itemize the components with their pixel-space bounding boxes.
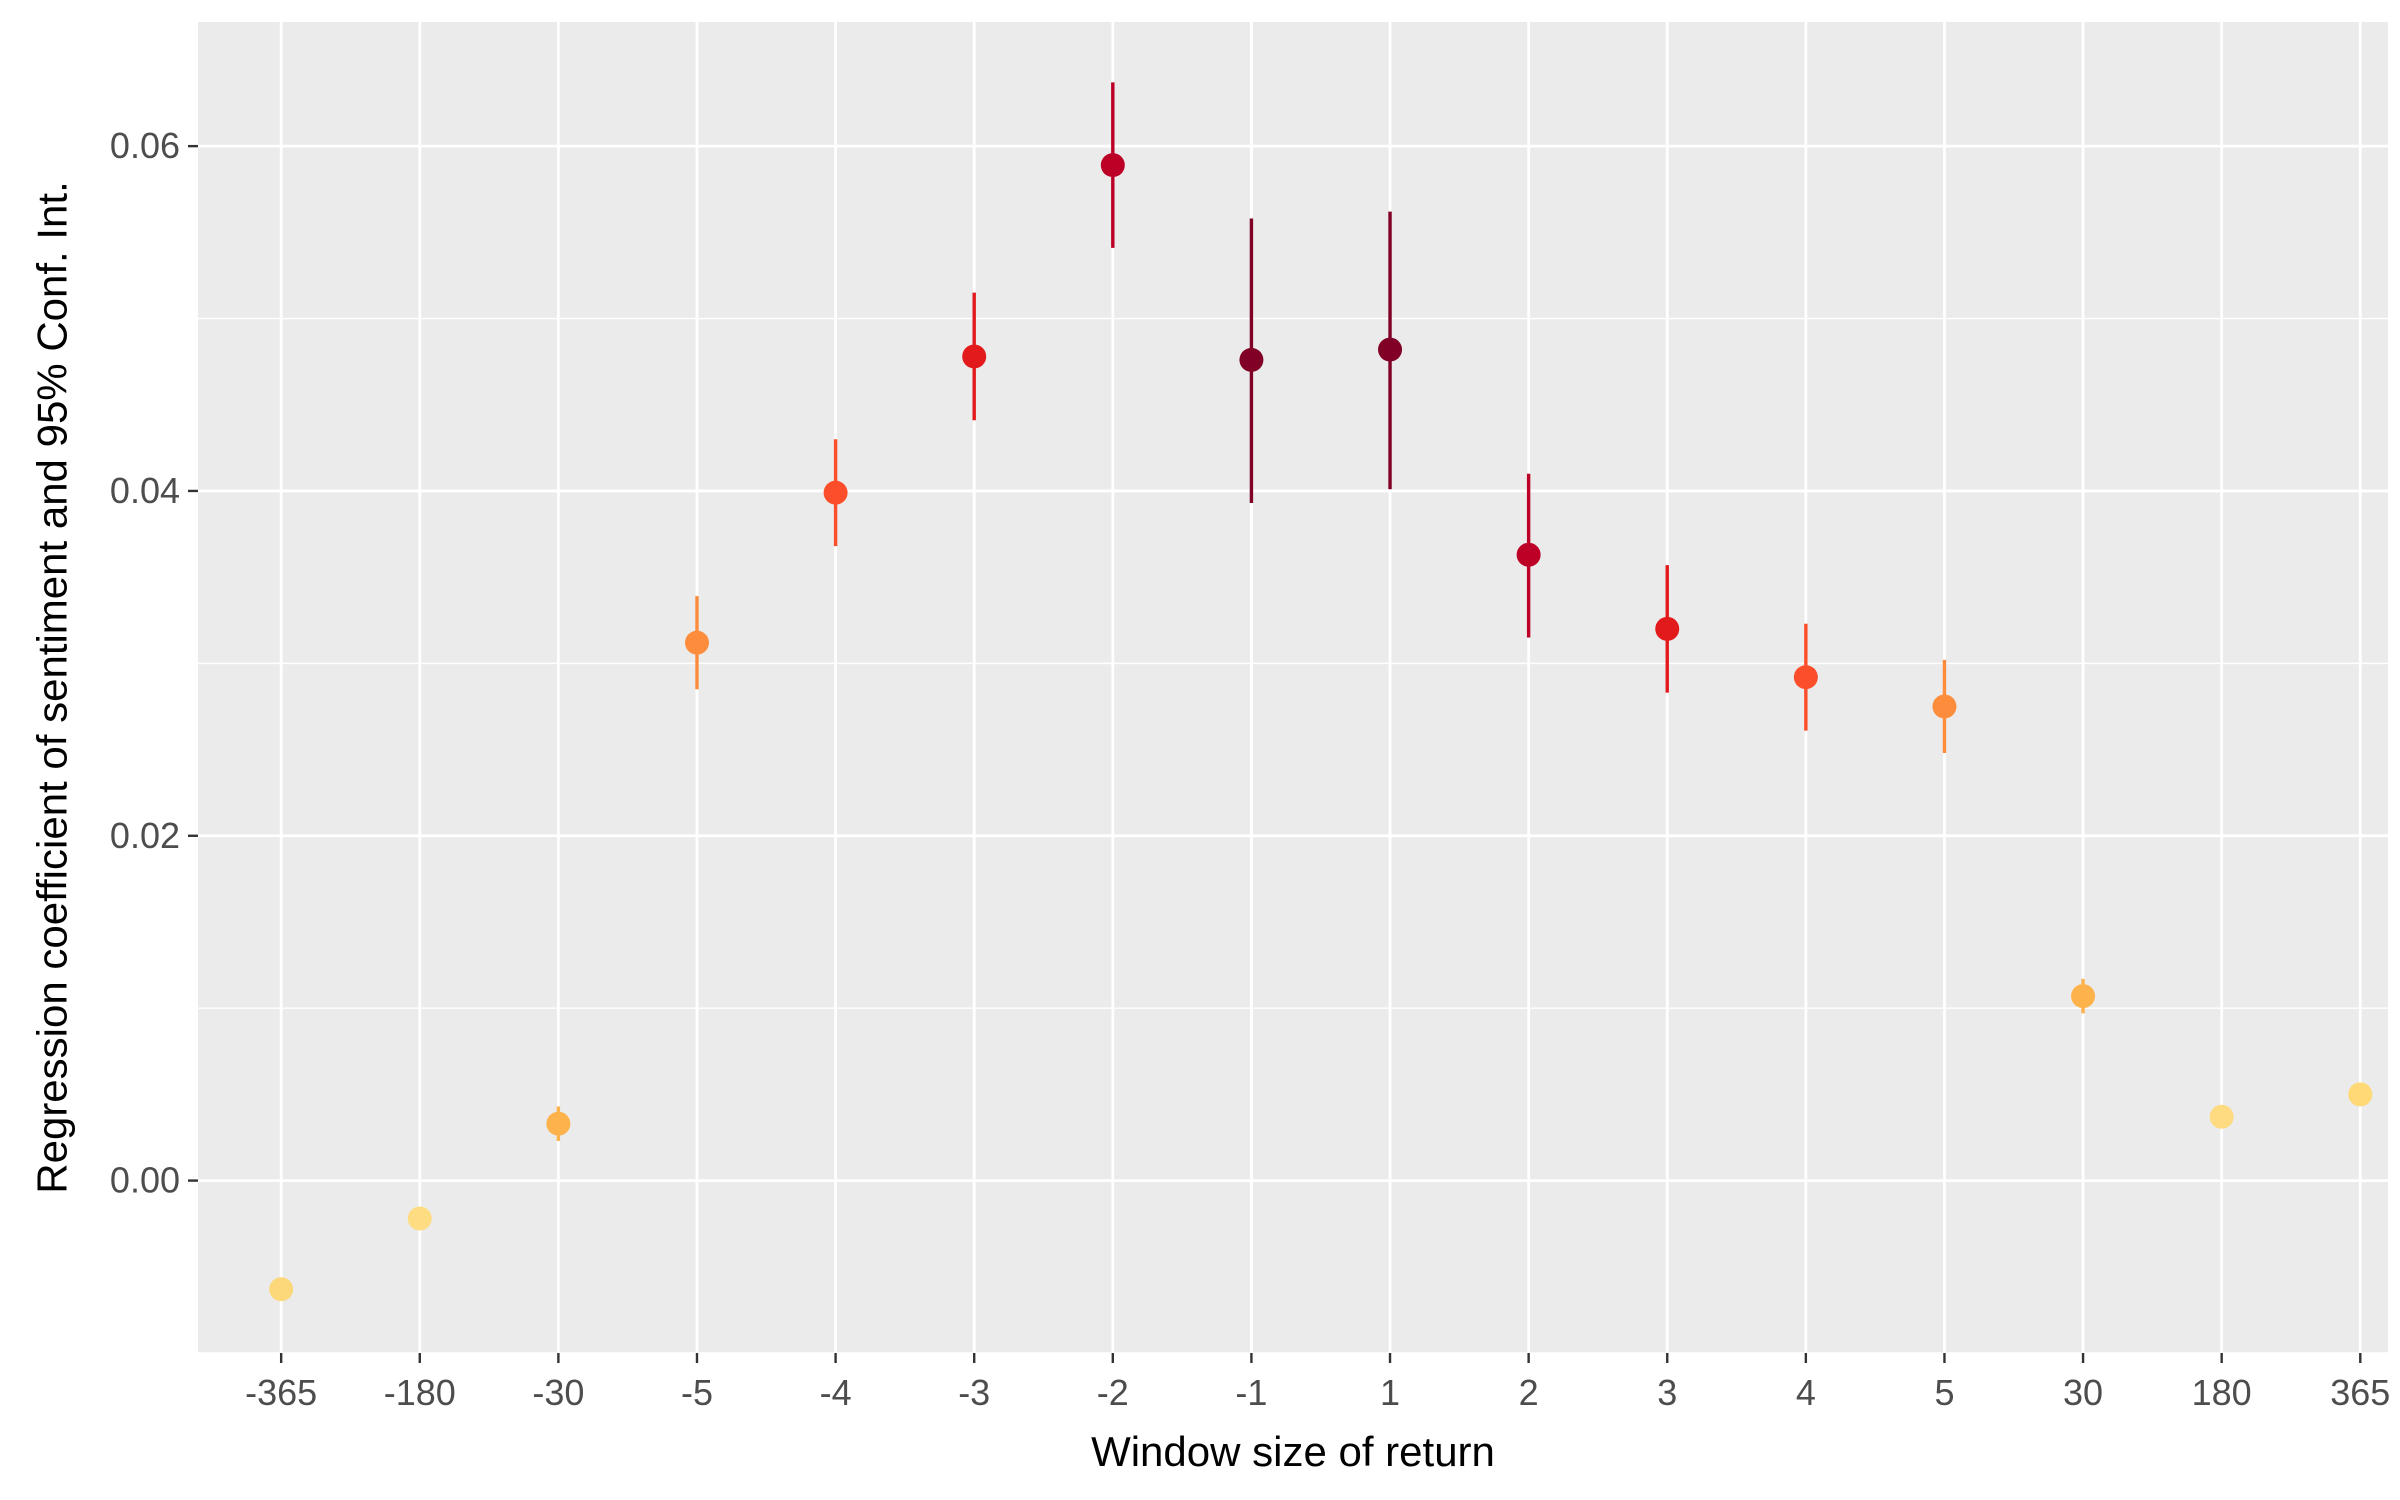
x-tick-label: -3 <box>958 1372 990 1413</box>
data-point <box>2071 984 2096 1009</box>
x-tick-label: -180 <box>384 1372 456 1413</box>
data-point <box>546 1111 571 1136</box>
x-tick-label: -5 <box>681 1372 713 1413</box>
x-tick-label: 3 <box>1657 1372 1677 1413</box>
data-point <box>2209 1104 2234 1129</box>
data-point <box>1378 337 1403 362</box>
data-point <box>1239 347 1264 372</box>
x-tick-label: 4 <box>1796 1372 1816 1413</box>
x-tick-label: 180 <box>2192 1372 2252 1413</box>
grid-minor <box>198 317 2388 1354</box>
y-axis-title: Regression coefficient of sentiment and … <box>29 181 76 1193</box>
x-tick-label: -365 <box>245 1372 317 1413</box>
data-point <box>2348 1082 2373 1107</box>
x-tick-label: -2 <box>1097 1372 1129 1413</box>
x-axis: -365 -180 -30 -5 -4 -3 -2 -1 1 2 3 4 5 30 180 365 <box>245 1353 2390 1413</box>
y-tick-label: 0.04 <box>110 470 180 511</box>
data-point <box>823 480 848 505</box>
data-marks <box>269 82 2373 1302</box>
grid-major <box>198 22 2388 1353</box>
y-tick-label: 0.00 <box>110 1160 180 1201</box>
x-tick-label: -1 <box>1235 1372 1267 1413</box>
data-point <box>962 344 987 369</box>
x-tick-label: 1 <box>1380 1372 1400 1413</box>
data-point <box>684 630 709 655</box>
data-point <box>1655 616 1680 641</box>
data-point <box>269 1277 294 1302</box>
y-tick-label: 0.06 <box>110 125 180 166</box>
x-tick-label: 30 <box>2063 1372 2103 1413</box>
x-tick-label: 5 <box>1934 1372 1954 1413</box>
data-point <box>1100 153 1125 178</box>
x-tick-label: 365 <box>2330 1372 2390 1413</box>
data-point <box>1932 694 1957 719</box>
x-tick-label: -4 <box>820 1372 852 1413</box>
data-point <box>407 1206 432 1231</box>
x-axis-title: Window size of return <box>1091 1428 1495 1475</box>
y-tick-label: 0.02 <box>110 815 180 856</box>
plot-panel <box>198 22 2388 1353</box>
y-axis: 0.00 0.02 0.04 0.06 <box>110 125 198 1201</box>
data-point <box>1793 665 1818 690</box>
x-tick-label: -30 <box>532 1372 584 1413</box>
data-point <box>1516 542 1541 567</box>
x-tick-label: 2 <box>1519 1372 1539 1413</box>
